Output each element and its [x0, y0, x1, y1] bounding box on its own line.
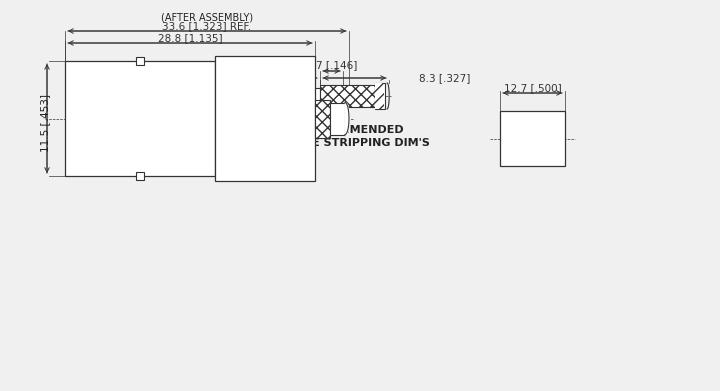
Bar: [215, 56, 315, 181]
Bar: [330, 102, 345, 135]
Bar: [500, 111, 565, 166]
Bar: [320, 85, 375, 107]
Text: 12.7 [.500]: 12.7 [.500]: [503, 83, 562, 93]
Text: (AFTER ASSEMBLY): (AFTER ASSEMBLY): [161, 12, 253, 22]
Text: 3.7 [.146]: 3.7 [.146]: [306, 60, 357, 70]
Text: 4 [.158]: 4 [.158]: [207, 73, 248, 83]
Text: RECOMMENDED
CABLE STRIPPING DIM'S: RECOMMENDED CABLE STRIPPING DIM'S: [279, 125, 429, 148]
Bar: [375, 83, 384, 109]
Text: 8.3 [.327]: 8.3 [.327]: [419, 73, 470, 83]
Text: 28.8 [1.135]: 28.8 [1.135]: [158, 33, 222, 43]
Text: 33.6 [1.323] REF.: 33.6 [1.323] REF.: [163, 21, 251, 31]
Bar: [65, 61, 215, 176]
Bar: [310, 88, 320, 104]
Bar: [375, 83, 385, 109]
Bar: [136, 57, 144, 65]
Bar: [136, 172, 144, 180]
Text: 11.5 [.453]: 11.5 [.453]: [40, 93, 50, 151]
Bar: [315, 99, 330, 138]
